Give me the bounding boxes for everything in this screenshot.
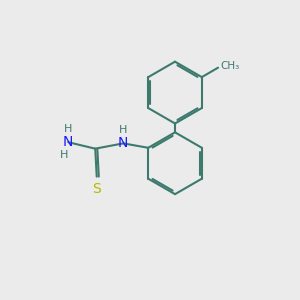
Text: H: H [119,125,128,135]
Text: CH₃: CH₃ [220,61,239,71]
Text: H: H [60,150,68,160]
Text: H: H [64,124,72,134]
Text: N: N [63,135,74,149]
Text: S: S [92,182,101,196]
Text: N: N [118,136,128,150]
